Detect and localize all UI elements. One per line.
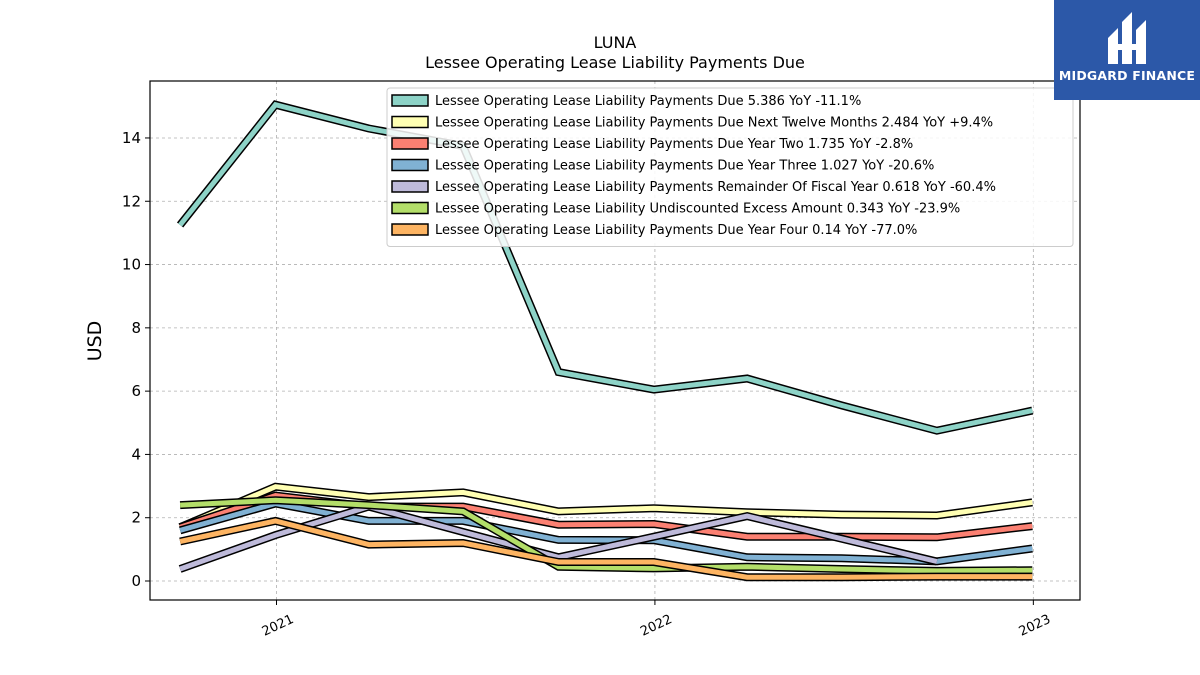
legend-entry: Lessee Operating Lease Liability Payment… (435, 223, 917, 238)
y-tick-label: 4 (131, 445, 141, 463)
legend-swatch (391, 223, 429, 236)
legend-swatch (391, 94, 429, 107)
legend-box (386, 87, 1074, 247)
series-stroke (179, 500, 1033, 564)
midgard-logo-icon (1108, 12, 1146, 64)
y-axis-label: USD (84, 321, 106, 362)
legend-swatch (391, 115, 429, 129)
series-line (179, 496, 1033, 575)
y-tick-label: 12 (122, 192, 141, 210)
y-tick-label: 14 (122, 129, 141, 147)
series-line (176, 100, 1034, 435)
legend-entry: Lessee Operating Lease Liability Payment… (435, 94, 861, 109)
y-tick-label: 8 (131, 319, 141, 337)
chart-subtitle: Lessee Operating Lease Liability Payment… (425, 53, 805, 72)
series-line (179, 516, 1033, 582)
legend-swatch (391, 158, 429, 172)
legend-entry: Lessee Operating Lease Liability Payment… (435, 137, 913, 152)
y-tick-label: 2 (131, 509, 141, 527)
series-line (178, 502, 938, 573)
series-stroke (178, 101, 1033, 434)
logo-text: MIDGARD FINANCE (1058, 68, 1196, 83)
series-stroke (179, 518, 1033, 580)
legend-swatch (391, 137, 429, 150)
plot-frame (149, 80, 1081, 601)
midgard-logo: MIDGARD FINANCE (1054, 0, 1200, 100)
y-tick-label: 0 (131, 572, 141, 590)
series-stroke (179, 484, 1033, 530)
legend-swatch (391, 201, 429, 215)
x-tick-label: 2021 (260, 612, 296, 640)
legend-entry: Lessee Operating Lease Liability Undisco… (435, 202, 960, 217)
x-tick-label: 2023 (1017, 612, 1053, 640)
series-stroke (179, 503, 938, 572)
legend-entry: Lessee Operating Lease Liability Payment… (435, 159, 934, 174)
y-tick-label: 10 (122, 256, 141, 274)
legend-entry: Lessee Operating Lease Liability Payment… (435, 116, 993, 131)
series-stroke (179, 497, 1033, 574)
x-tick-label: 2022 (638, 612, 674, 640)
chart-title: LUNA (594, 33, 637, 52)
legend: Lessee Operating Lease Liability Payment… (386, 87, 1074, 247)
series-line (179, 499, 1033, 566)
legend-entry: Lessee Operating Lease Liability Payment… (435, 180, 996, 195)
y-tick-label: 6 (131, 382, 141, 400)
legend-swatch (391, 180, 429, 193)
series-line (178, 482, 1033, 531)
